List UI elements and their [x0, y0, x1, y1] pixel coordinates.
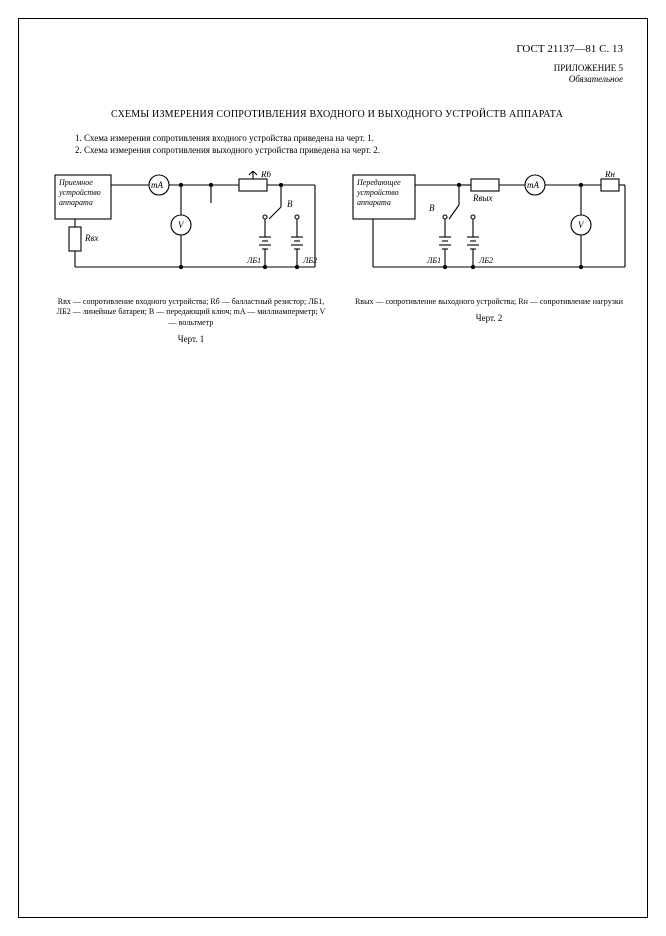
fig2-v-label: V — [578, 220, 585, 230]
fig2-rn-label: Rн — [604, 171, 615, 179]
fig1-ma-label: mA — [151, 180, 163, 190]
fig1-lb2-label: ЛБ2 — [302, 256, 317, 265]
enum-line-2: 2. Схема измерения сопротивления выходно… — [75, 144, 623, 157]
fig2-lb1-label: ЛБ1 — [426, 256, 441, 265]
fig1-box-l3: аппарата — [59, 198, 93, 207]
fig2-b-label: В — [429, 203, 435, 213]
figure-1-caption: Rвх — сопротивление входного устройства;… — [56, 297, 326, 328]
circuit-diagram-2: Передающее устройство аппарата mA V Rн R… — [349, 171, 629, 291]
figure-1-label: Черт. 1 — [178, 334, 204, 344]
fig1-rvx-label: Rвх — [84, 233, 98, 243]
figure-2-column: Передающее устройство аппарата mA V Rн R… — [349, 171, 629, 323]
appendix-block: ПРИЛОЖЕНИЕ 5 Обязательное — [51, 63, 623, 85]
fig2-box-l2: устройство — [356, 188, 399, 197]
fig1-rb-label: Rб — [260, 171, 271, 179]
fig1-lb1-label: ЛБ1 — [246, 256, 261, 265]
page-header: ГОСТ 21137—81 С. 13 — [51, 43, 623, 55]
figure-2-caption: Rвых — сопротивление выходного устройств… — [355, 297, 623, 307]
fig1-box-l1: Приемное — [58, 178, 93, 187]
figure-1-column: Приемное устройство аппарата mA V Rб Rвх… — [51, 171, 331, 344]
figure-2-label: Черт. 2 — [476, 313, 502, 323]
figures-row: Приемное устройство аппарата mA V Rб Rвх… — [51, 171, 623, 344]
section-title: СХЕМЫ ИЗМЕРЕНИЯ СОПРОТИВЛЕНИЯ ВХОДНОГО И… — [51, 109, 623, 120]
appendix-sub: Обязательное — [51, 74, 623, 85]
page-frame: ГОСТ 21137—81 С. 13 ПРИЛОЖЕНИЕ 5 Обязате… — [18, 18, 648, 918]
fig2-box-l3: аппарата — [357, 198, 391, 207]
fig1-b-label: В — [287, 199, 293, 209]
appendix-title: ПРИЛОЖЕНИЕ 5 — [51, 63, 623, 74]
fig2-lb2-label: ЛБ2 — [478, 256, 493, 265]
fig2-rvyx-label: Rвых — [472, 193, 493, 203]
fig1-v-label: V — [178, 220, 185, 230]
circuit-diagram-1: Приемное устройство аппарата mA V Rб Rвх… — [51, 171, 331, 291]
enum-line-1: 1. Схема измерения сопротивления входног… — [75, 132, 623, 145]
fig2-ma-label: mA — [527, 180, 539, 190]
fig2-box-l1: Передающее — [356, 178, 401, 187]
enumeration: 1. Схема измерения сопротивления входног… — [75, 132, 623, 157]
fig1-box-l2: устройство — [58, 188, 101, 197]
